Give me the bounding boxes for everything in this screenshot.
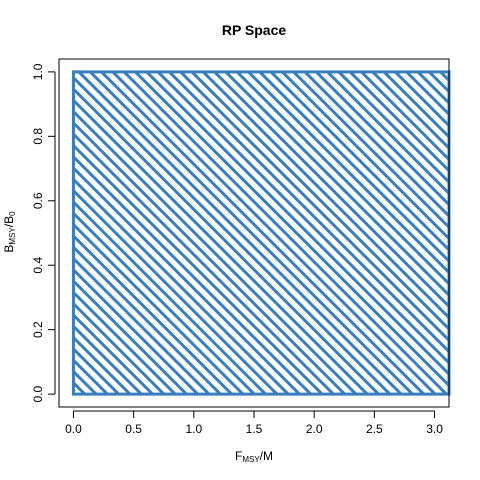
hatch-line bbox=[428, 71, 449, 94]
hatch-line bbox=[89, 71, 414, 395]
hatch-line bbox=[281, 71, 449, 241]
hatch-line bbox=[439, 71, 449, 83]
chart-title: RP Space bbox=[222, 22, 287, 38]
hatch-line bbox=[73, 75, 391, 395]
x-tick-label: 3.0 bbox=[426, 422, 443, 436]
hatch-line bbox=[236, 71, 449, 286]
hatch-line bbox=[224, 71, 449, 298]
hatch-line bbox=[73, 86, 380, 395]
y-axis: 0.0 0.2 0.4 0.6 0.8 1.0 bbox=[31, 63, 56, 402]
x-label-sub: MSY bbox=[242, 455, 260, 464]
hatch-line bbox=[77, 71, 403, 395]
y-label-sep: /B bbox=[2, 216, 16, 227]
hatch-line bbox=[360, 71, 449, 162]
x-tick-label: 1.5 bbox=[246, 422, 263, 436]
y-tick-label: 0.2 bbox=[31, 321, 45, 338]
hatch-line bbox=[179, 71, 449, 343]
hatch-line bbox=[73, 290, 177, 395]
y-tick-label: 0.4 bbox=[31, 257, 45, 274]
hatch-line bbox=[371, 71, 449, 151]
hatch-line bbox=[156, 71, 449, 365]
hatch-line bbox=[382, 71, 449, 139]
hatch-line bbox=[73, 222, 245, 395]
x-tick-label: 0.0 bbox=[65, 422, 82, 436]
hatch-line bbox=[145, 71, 449, 377]
hatch-line bbox=[73, 312, 154, 395]
hatch-line bbox=[100, 71, 425, 395]
hatched-region bbox=[73, 71, 480, 395]
y-tick-label: 0.8 bbox=[31, 128, 45, 145]
x-tick-label: 0.5 bbox=[125, 422, 142, 436]
hatch-line bbox=[213, 71, 449, 309]
hatch-line bbox=[73, 233, 233, 395]
hatch-line bbox=[474, 72, 480, 394]
hatch-line bbox=[292, 71, 449, 230]
hatch-line bbox=[452, 72, 480, 394]
hatch-line bbox=[168, 71, 449, 354]
hatch-line bbox=[73, 109, 358, 395]
hatch-line bbox=[134, 71, 449, 388]
hatch-line bbox=[269, 71, 449, 252]
hatch-line bbox=[73, 211, 256, 395]
x-tick-label: 2.5 bbox=[366, 422, 383, 436]
hatch-line bbox=[73, 324, 143, 395]
hatch-line bbox=[247, 71, 449, 275]
y-label-main: B bbox=[2, 245, 16, 253]
y-tick-label: 0.0 bbox=[31, 385, 45, 402]
hatch-line bbox=[73, 165, 301, 395]
hatch-line bbox=[326, 71, 449, 196]
x-axis-label: FMSY/M bbox=[235, 449, 273, 464]
hatch-line bbox=[73, 335, 132, 395]
hatch-line bbox=[303, 71, 449, 219]
x-tick-label: 1.0 bbox=[185, 422, 202, 436]
hatch-line bbox=[73, 278, 188, 395]
hatch-line bbox=[190, 71, 449, 332]
y-label-sub: MSY bbox=[8, 227, 17, 245]
hatch-line bbox=[73, 267, 199, 395]
x-tick-label: 2.0 bbox=[306, 422, 323, 436]
plot-frame bbox=[58, 58, 450, 408]
hatch-line bbox=[73, 154, 312, 395]
hatch-line bbox=[111, 71, 437, 395]
hatch-line bbox=[73, 132, 335, 395]
x-label-suffix: /M bbox=[260, 449, 273, 463]
hatch-line bbox=[73, 301, 165, 395]
hatch-line bbox=[73, 98, 369, 395]
hatch-line bbox=[258, 71, 449, 264]
y-tick-label: 1.0 bbox=[31, 63, 45, 80]
hatch-line bbox=[349, 71, 449, 173]
hatch-line bbox=[73, 199, 267, 395]
hatch-line bbox=[73, 120, 346, 395]
hatch-line bbox=[202, 71, 449, 320]
hatch-line bbox=[73, 177, 290, 395]
x-label-main: F bbox=[235, 449, 242, 463]
hatch-line bbox=[315, 71, 449, 207]
hatch-line bbox=[73, 188, 278, 395]
x-axis: 0.0 0.5 1.0 1.5 2.0 2.5 3.0 bbox=[65, 410, 443, 436]
hatch-line bbox=[73, 245, 222, 395]
hatch-line bbox=[337, 71, 449, 185]
y-axis-label: BMSY/B0 bbox=[2, 211, 17, 253]
hatch-line bbox=[73, 256, 211, 395]
hatch-line bbox=[463, 72, 480, 394]
hatch-line bbox=[73, 143, 324, 395]
y-label-sub2: 0 bbox=[8, 211, 17, 216]
hatch-line bbox=[123, 71, 448, 395]
y-tick-label: 0.6 bbox=[31, 192, 45, 209]
